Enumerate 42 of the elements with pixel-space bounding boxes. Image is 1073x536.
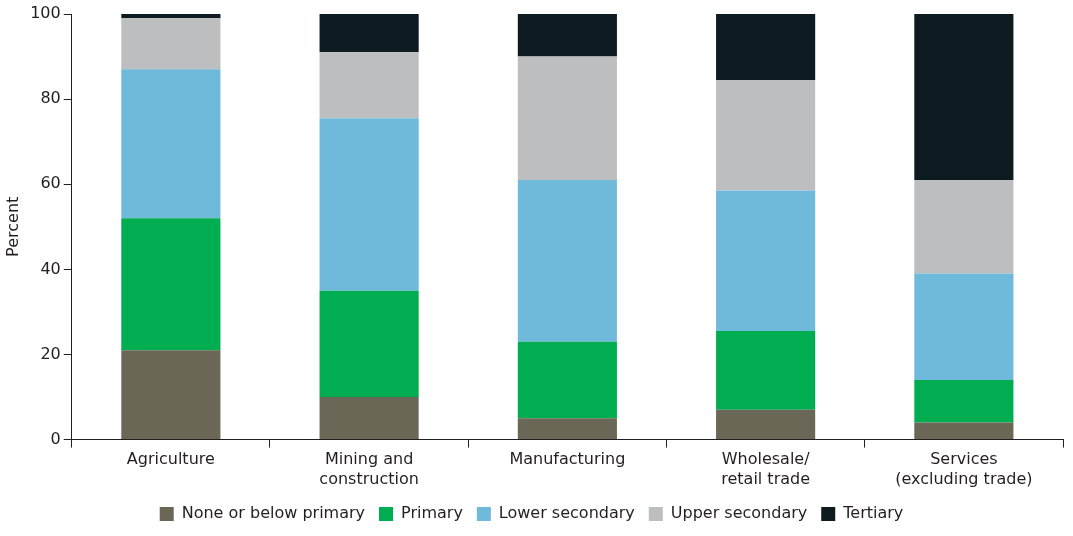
y-tick-label: 100 [30,3,61,23]
bar [716,331,816,410]
y-tick-label: 40 [40,258,61,278]
bar [121,18,221,70]
bar [914,380,1014,423]
bar [517,179,617,342]
bar [319,52,419,119]
bar [914,422,1014,440]
legend-label: Tertiary [842,503,904,523]
y-tick-label: 80 [40,88,61,108]
bar [121,218,221,351]
bar [517,14,617,57]
x-tick-label: Manufacturing [509,449,626,469]
legend-label: None or below primary [181,503,366,523]
bar [319,290,419,398]
bar [517,418,617,440]
bar [914,273,1014,381]
y-tick-label: 0 [50,428,61,448]
bar [517,341,617,419]
x-tick-label: Mining and construction [319,449,419,488]
x-tick-label: Services (excluding trade) [895,449,1033,488]
bar [914,14,1014,180]
y-axis-title: Percent [2,196,22,257]
x-tick-label: Agriculture [126,449,215,469]
bar [121,14,221,19]
bar [121,69,221,219]
bar [716,14,816,80]
bar [121,350,221,440]
bar [716,79,816,191]
bar [319,397,419,440]
bar [319,14,419,53]
x-tick-label: Wholesale/ retail trade [721,449,811,488]
y-tick-label: 60 [40,173,61,193]
bar [716,190,816,332]
bar [914,179,1014,274]
y-tick-label: 20 [40,343,61,363]
bar [319,118,419,291]
legend-label: Primary [401,503,463,523]
legend-label: Upper secondary [670,503,808,523]
bar [716,409,816,440]
legend-label: Lower secondary [498,503,635,523]
bar [517,56,617,180]
